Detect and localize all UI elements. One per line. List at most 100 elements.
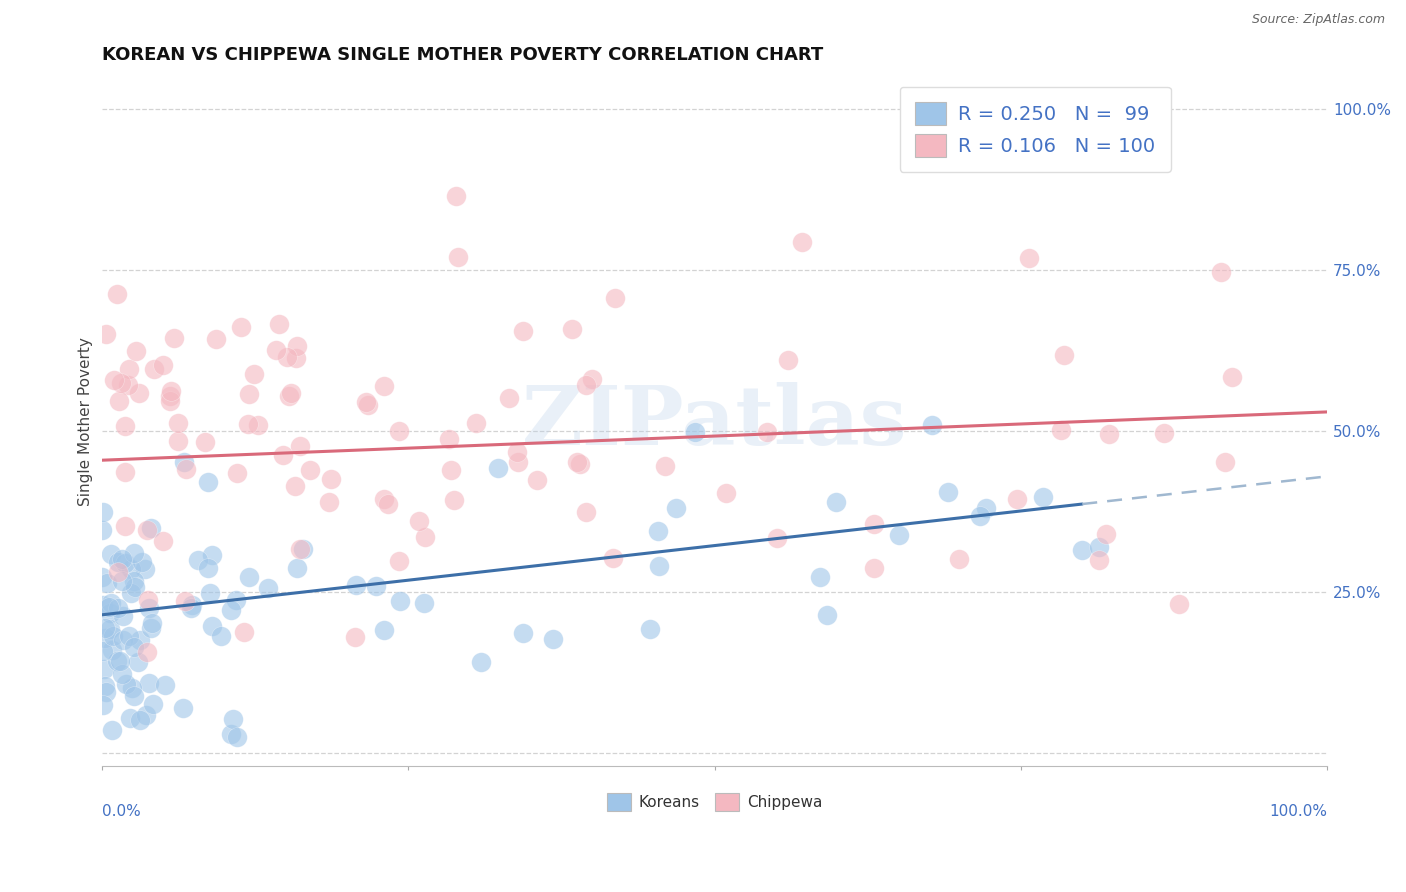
Text: Source: ZipAtlas.com: Source: ZipAtlas.com: [1251, 13, 1385, 27]
Point: [288, 542, 311, 557]
Text: KOREAN VS CHIPPEWA SINGLE MOTHER POVERTY CORRELATION CHART: KOREAN VS CHIPPEWA SINGLE MOTHER POVERTY…: [101, 46, 823, 64]
Point: [90, 523, 112, 537]
Point: [105, 654, 128, 668]
Point: [108, 654, 131, 668]
Point: [124, 580, 146, 594]
Point: [159, 389, 181, 403]
Point: [277, 389, 299, 403]
Point: [225, 593, 247, 607]
Point: [118, 362, 141, 376]
Point: [465, 416, 488, 430]
Point: [233, 625, 256, 640]
Point: [887, 528, 910, 542]
Point: [1053, 348, 1076, 362]
Text: 0.0%: 0.0%: [101, 805, 141, 819]
Point: [122, 690, 145, 704]
Point: [174, 462, 197, 476]
Point: [271, 449, 294, 463]
Point: [134, 562, 156, 576]
Point: [114, 556, 136, 570]
Point: [1071, 543, 1094, 558]
Point: [103, 372, 125, 386]
Point: [111, 632, 134, 647]
Point: [173, 701, 195, 715]
Point: [863, 516, 886, 531]
Point: [1032, 490, 1054, 504]
Point: [204, 332, 226, 346]
Point: [110, 376, 132, 390]
Point: [512, 625, 534, 640]
Point: [581, 372, 603, 386]
Point: [197, 561, 219, 575]
Point: [98, 599, 121, 614]
Point: [276, 350, 298, 364]
Point: [141, 621, 163, 635]
Point: [974, 500, 997, 515]
Point: [388, 594, 411, 608]
Point: [100, 595, 122, 609]
Point: [201, 619, 224, 633]
Point: [1153, 425, 1175, 440]
Point: [766, 531, 789, 545]
Point: [225, 730, 247, 744]
Point: [225, 466, 247, 480]
Point: [100, 547, 122, 561]
Point: [238, 386, 260, 401]
Point: [187, 552, 209, 566]
Point: [166, 417, 188, 431]
Point: [122, 574, 145, 588]
Point: [129, 632, 152, 647]
Point: [364, 579, 387, 593]
Point: [1088, 540, 1111, 554]
Point: [246, 417, 269, 432]
Point: [111, 609, 134, 624]
Point: [221, 712, 243, 726]
Point: [105, 287, 128, 301]
Point: [647, 559, 669, 574]
Point: [321, 472, 343, 486]
Point: [96, 576, 118, 591]
Point: [91, 598, 114, 612]
Point: [683, 425, 706, 439]
Point: [343, 630, 366, 644]
Point: [373, 379, 395, 393]
Point: [91, 506, 114, 520]
Point: [111, 667, 134, 681]
Point: [318, 495, 340, 509]
Point: [862, 561, 884, 575]
Point: [1049, 423, 1071, 437]
Point: [948, 551, 970, 566]
Point: [114, 466, 136, 480]
Point: [122, 546, 145, 560]
Point: [141, 616, 163, 631]
Point: [128, 713, 150, 727]
Point: [138, 592, 160, 607]
Point: [638, 622, 661, 636]
Point: [173, 455, 195, 469]
Point: [93, 698, 115, 713]
Point: [508, 455, 530, 469]
Point: [114, 518, 136, 533]
Point: [117, 377, 139, 392]
Point: [377, 497, 399, 511]
Point: [120, 586, 142, 600]
Point: [238, 417, 260, 432]
Point: [111, 574, 134, 589]
Point: [921, 417, 943, 432]
Point: [201, 548, 224, 562]
Point: [94, 326, 117, 341]
Point: [373, 624, 395, 638]
Point: [153, 677, 176, 691]
Point: [163, 331, 186, 345]
Point: [152, 533, 174, 548]
Point: [90, 570, 112, 584]
Point: [665, 500, 688, 515]
Point: [159, 393, 181, 408]
Point: [108, 394, 131, 409]
Point: [98, 606, 121, 620]
Text: ZIPatlas: ZIPatlas: [522, 382, 907, 461]
Point: [135, 708, 157, 723]
Point: [470, 655, 492, 669]
Point: [93, 631, 115, 645]
Point: [198, 586, 221, 600]
